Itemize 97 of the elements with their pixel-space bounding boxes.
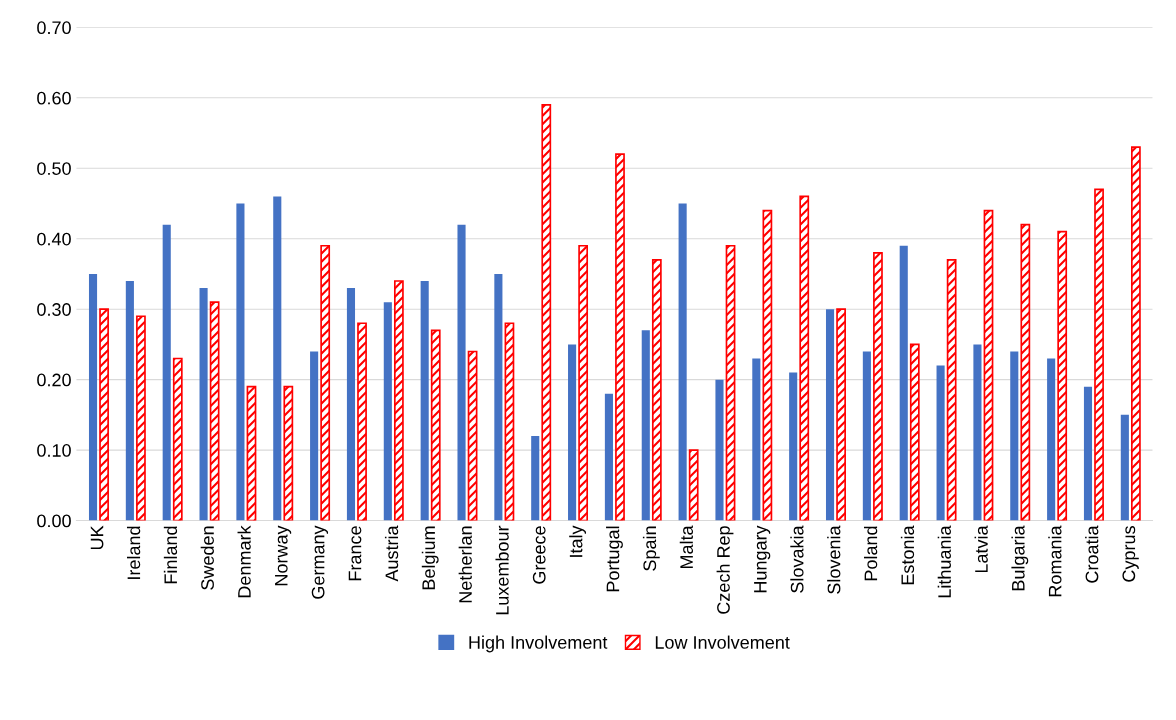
bar — [457, 224, 466, 521]
x-tick-label: Ireland — [126, 526, 141, 579]
bar — [172, 357, 183, 521]
bar — [136, 315, 146, 521]
bar — [899, 245, 908, 521]
x-tick-label: Slovenia — [827, 525, 841, 594]
x-tick-label: Croatia — [1085, 525, 1099, 583]
x-tick-label: Hungary — [754, 525, 771, 593]
x-tick-label: Estonia — [900, 525, 915, 585]
x-tick-label: Czech Rep — [716, 526, 734, 614]
bar — [578, 244, 589, 521]
bar — [357, 322, 367, 521]
y-tick-label: 0.30 — [37, 303, 71, 316]
x-tick-label: Netherlan — [458, 526, 472, 603]
bar — [504, 322, 515, 521]
bar — [283, 385, 294, 521]
y-tick-label: 0.40 — [37, 232, 71, 246]
bar — [983, 209, 994, 521]
bar — [99, 308, 109, 521]
legend-label: Low Involvement — [655, 635, 790, 649]
bar — [236, 203, 245, 521]
bar — [688, 449, 699, 521]
y-tick-label: 0.20 — [37, 373, 71, 387]
x-tick-label: Luxembour — [495, 525, 509, 615]
x-tick-label: France — [348, 526, 362, 581]
bar — [246, 385, 257, 521]
x-tick-label: Austria — [384, 525, 399, 582]
bar — [678, 203, 687, 521]
bar — [467, 350, 478, 521]
bar — [88, 273, 98, 521]
x-tick-label: Belgium — [421, 526, 439, 590]
x-tick-label: Poland — [864, 526, 878, 581]
bar — [862, 351, 871, 521]
x-tick-label: Finland — [163, 526, 178, 584]
y-tick-label: 0.60 — [37, 91, 71, 105]
bar — [494, 273, 503, 521]
bar — [825, 309, 835, 521]
x-tick-label: Denmark — [237, 525, 251, 598]
bar — [715, 379, 724, 521]
bar — [1010, 351, 1019, 521]
bar — [936, 365, 945, 521]
bar — [946, 259, 957, 521]
bar — [836, 308, 846, 521]
bar — [125, 281, 134, 521]
bar — [1047, 358, 1056, 521]
x-tick-label: Latvia — [974, 525, 988, 573]
bar — [346, 288, 356, 521]
y-tick-label: 0.00 — [37, 514, 71, 528]
bar — [320, 244, 331, 521]
bar — [973, 344, 982, 521]
x-tick-label: Cyprus — [1122, 526, 1139, 582]
bar — [762, 209, 773, 521]
y-tick-label: 0.50 — [37, 162, 71, 175]
bar — [1057, 230, 1068, 521]
bar — [909, 343, 920, 521]
bar — [568, 344, 577, 521]
x-tick-label: Lithuania — [937, 525, 951, 598]
bar — [531, 436, 540, 521]
bar — [1131, 146, 1141, 521]
bar — [1020, 223, 1031, 521]
bar — [420, 281, 429, 521]
bar — [541, 104, 552, 521]
bar — [162, 224, 171, 521]
x-tick-label: Slovakia — [790, 525, 804, 593]
bar — [752, 358, 761, 521]
x-tick-label: Bulgaria — [1011, 525, 1029, 591]
x-tick-label: Norway — [275, 525, 292, 586]
bar — [1083, 386, 1093, 521]
y-tick-label: 0.10 — [37, 444, 71, 457]
bar — [383, 302, 392, 521]
bar — [1094, 188, 1104, 521]
bar — [604, 393, 613, 521]
bar — [641, 330, 650, 521]
bar — [789, 372, 798, 521]
x-tick-label: Sweden — [200, 526, 214, 590]
bar — [873, 251, 883, 521]
bar — [799, 195, 810, 521]
x-tick-label: UK — [90, 525, 104, 550]
bar — [273, 196, 282, 521]
bar — [310, 351, 319, 521]
bar — [393, 280, 404, 521]
x-tick-label: Greece — [532, 526, 546, 584]
bar — [209, 301, 220, 521]
bar — [430, 329, 441, 521]
x-tick-label: Portugal — [606, 526, 623, 592]
bar — [725, 244, 736, 521]
y-tick-label: 0.70 — [37, 21, 71, 35]
x-tick-label: Italy — [569, 525, 587, 557]
bar — [651, 259, 662, 521]
x-tick-label: Spain — [642, 526, 660, 571]
legend-label: High Involvement — [469, 635, 608, 653]
x-tick-label: Romania — [1048, 525, 1062, 597]
bar — [1120, 414, 1129, 521]
bar — [199, 288, 208, 521]
bar — [615, 153, 625, 521]
x-tick-label: Malta — [679, 525, 694, 569]
x-tick-label: Germany — [311, 525, 329, 599]
